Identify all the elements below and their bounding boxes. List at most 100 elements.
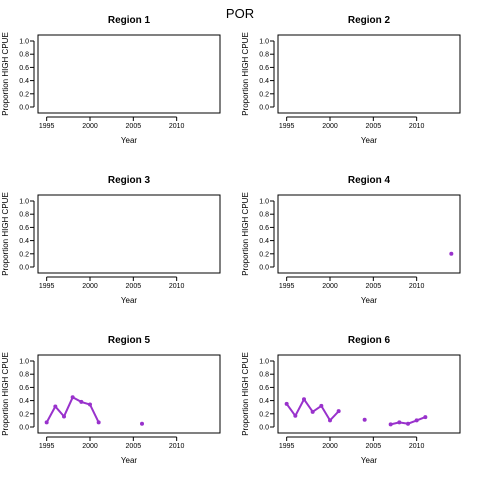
y-tick-label: 0.2: [19, 91, 29, 98]
data-point: [62, 414, 66, 418]
panel-3: Region 3 1995 2000 2005 2010 Year 0.0 0.2 0.4 0.6…: [1, 175, 220, 305]
y-tick-label: 1.0: [19, 359, 29, 366]
y-tick-label: 0.2: [19, 411, 29, 418]
panel-6: Region 6 1995 2000 2005 2010 Year 0.0 0.2 0.4 0.6…: [241, 335, 460, 465]
data-point: [88, 403, 92, 407]
y-axis-label: Proportion HIGH CPUE: [1, 32, 10, 116]
data-point: [71, 395, 75, 399]
panel-title: Region 3: [108, 175, 151, 186]
x-axis-label: Year: [121, 136, 138, 145]
y-tick-label: 1.0: [19, 199, 29, 206]
x-tick-label: 2010: [409, 443, 425, 450]
data-point: [53, 405, 57, 409]
panel-title: Region 5: [108, 335, 151, 346]
y-tick-label: 0.6: [259, 225, 269, 232]
plot-frame: [38, 35, 220, 113]
y-tick-label: 0.0: [19, 265, 29, 272]
series-line: [47, 397, 99, 422]
panel-title: Region 4: [348, 175, 391, 186]
y-tick-label: 0.8: [259, 212, 269, 219]
plot-frame: [38, 195, 220, 273]
y-axis-label: Proportion HIGH CPUE: [1, 192, 10, 276]
panel-1: Region 1 1995 2000 2005 2010 Year 0.0 0.2 0.4 0.6…: [1, 15, 220, 145]
data-point: [337, 409, 341, 413]
panel-title: Region 1: [108, 15, 151, 26]
y-tick-label: 0.2: [259, 91, 269, 98]
y-tick-label: 0.0: [259, 425, 269, 432]
plot-frame: [278, 195, 460, 273]
y-tick-label: 0.6: [19, 225, 29, 232]
x-tick-label: 1995: [39, 123, 55, 130]
data-point: [449, 252, 453, 256]
data-point: [319, 404, 323, 408]
y-tick-label: 1.0: [259, 39, 269, 46]
y-tick-label: 0.6: [259, 385, 269, 392]
y-tick-label: 0.4: [259, 78, 269, 85]
y-tick-label: 0.0: [259, 105, 269, 112]
x-tick-label: 2000: [82, 443, 98, 450]
x-tick-label: 2005: [126, 123, 142, 130]
x-tick-label: 2005: [366, 283, 382, 290]
y-tick-label: 0.2: [259, 411, 269, 418]
data-point: [363, 418, 367, 422]
data-point: [397, 420, 401, 424]
x-tick-label: 2000: [322, 123, 338, 130]
data-point: [45, 420, 49, 424]
y-tick-label: 0.8: [259, 52, 269, 59]
y-tick-label: 0.6: [19, 65, 29, 72]
x-axis-label: Year: [361, 136, 378, 145]
x-tick-label: 2010: [409, 123, 425, 130]
data-point: [293, 414, 297, 418]
data-point: [389, 422, 393, 426]
y-tick-label: 0.2: [19, 251, 29, 258]
data-point: [415, 418, 419, 422]
data-point: [311, 410, 315, 414]
plot-frame: [278, 355, 460, 433]
figure-title: POR: [226, 6, 254, 21]
x-tick-label: 2005: [366, 123, 382, 130]
data-point: [302, 397, 306, 401]
data-point: [79, 400, 83, 404]
y-tick-label: 0.4: [259, 398, 269, 405]
y-tick-label: 0.8: [259, 372, 269, 379]
x-tick-label: 2005: [126, 443, 142, 450]
y-tick-label: 0.0: [259, 265, 269, 272]
data-point: [140, 422, 144, 426]
x-tick-label: 2000: [82, 283, 98, 290]
x-tick-label: 1995: [279, 443, 295, 450]
y-tick-label: 0.0: [19, 425, 29, 432]
y-tick-label: 0.4: [19, 238, 29, 245]
x-tick-label: 1995: [39, 443, 55, 450]
x-axis-label: Year: [121, 296, 138, 305]
x-axis-label: Year: [361, 296, 378, 305]
panels: Region 1 1995 2000 2005 2010 Year 0.0 0.2 0.4 0.6…: [1, 15, 460, 465]
y-axis-label: Proportion HIGH CPUE: [241, 32, 250, 116]
x-tick-label: 2000: [82, 123, 98, 130]
y-tick-label: 0.4: [19, 78, 29, 85]
y-tick-label: 0.8: [19, 372, 29, 379]
y-tick-label: 0.6: [19, 385, 29, 392]
x-axis-label: Year: [361, 456, 378, 465]
plot-frame: [278, 35, 460, 113]
y-tick-label: 1.0: [19, 39, 29, 46]
y-tick-label: 0.0: [19, 105, 29, 112]
x-tick-label: 2010: [169, 443, 185, 450]
data-point: [328, 418, 332, 422]
y-tick-label: 1.0: [259, 199, 269, 206]
panel-4: Region 4 1995 2000 2005 2010 Year 0.0 0.2 0.4 0.6…: [241, 175, 460, 305]
x-tick-label: 2000: [322, 283, 338, 290]
y-tick-label: 0.4: [259, 238, 269, 245]
x-tick-label: 1995: [279, 283, 295, 290]
y-axis-label: Proportion HIGH CPUE: [241, 352, 250, 436]
y-tick-label: 0.8: [19, 212, 29, 219]
x-tick-label: 2010: [169, 283, 185, 290]
y-axis-label: Proportion HIGH CPUE: [241, 192, 250, 276]
y-axis-label: Proportion HIGH CPUE: [1, 352, 10, 436]
panel-5: Region 5 1995 2000 2005 2010 Year 0.0 0.2 0.4 0.6…: [1, 335, 220, 465]
panel-title: Region 6: [348, 335, 391, 346]
data-point: [423, 415, 427, 419]
data-point: [97, 420, 101, 424]
x-tick-label: 2005: [126, 283, 142, 290]
x-tick-label: 2010: [409, 283, 425, 290]
